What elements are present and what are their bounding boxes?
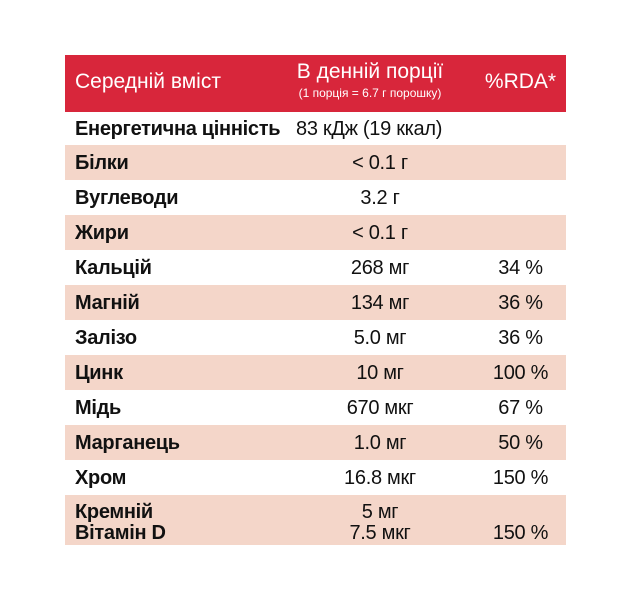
table-row: Магній 134 мг 36 % [65, 285, 566, 320]
header-note: (1 порція = 6.7 г порошку) [298, 86, 442, 100]
nutrient-rda: 100 % [492, 362, 549, 384]
nutrient-rda: 36 % [498, 292, 543, 314]
row-line: Жири < 0.1 г [65, 220, 566, 245]
nutrient-name: Магній [75, 292, 140, 314]
rows: Білки < 0.1 г Вуглеводи 3.2 г Жири < 0.1 г Кал… [65, 145, 566, 545]
nutrient-amount: 1.0 мг [353, 432, 407, 454]
nutrition-table: Середній вміст В денній порції (1 порція… [65, 55, 566, 545]
row-line: Вуглеводи 3.2 г [65, 185, 566, 210]
nutrient-amount: 670 мкг [346, 397, 414, 419]
nutrient-rda: 150 % [492, 522, 549, 544]
table-row: Залізо 5.0 мг 36 % [65, 320, 566, 355]
nutrient-name: Кремній [75, 501, 153, 523]
nutrient-name: Вуглеводи [75, 187, 179, 209]
row-line: Вітамін D 7.5 мкг 150 % [65, 520, 566, 544]
nutrient-rda: 150 % [492, 467, 549, 489]
nutrient-amount: 5.0 мг [353, 327, 407, 349]
nutrient-rda: 67 % [498, 397, 543, 419]
row-line: Білки < 0.1 г [65, 150, 566, 175]
nutrient-amount: 16.8 мкг [344, 467, 416, 489]
nutrient-amount: < 0.1 г [352, 222, 408, 244]
row-line: Мідь 670 мкг 67 % [65, 395, 566, 420]
nutrient-name: Жири [75, 222, 129, 244]
header-name: Середній вміст [75, 70, 221, 93]
nutrient-name: Марганець [75, 432, 180, 454]
row-line: Хром 16.8 мкг 150 % [65, 465, 566, 490]
table-row: Жири < 0.1 г [65, 215, 566, 250]
table-row: Кремній 5 мг Вітамін D 7.5 мкг 150 % [65, 495, 566, 545]
nutrient-name: Білки [75, 152, 129, 174]
nutrient-amount: 7.5 мкг [349, 522, 411, 544]
table-row: Цинк 10 мг 100 % [65, 355, 566, 390]
table-row: Хром 16.8 мкг 150 % [65, 460, 566, 495]
nutrient-amount: 5 мг [361, 501, 399, 523]
row-line: Кремній 5 мг [65, 499, 566, 523]
nutrient-name: Цинк [75, 362, 123, 384]
row-line: Цинк 10 мг 100 % [65, 360, 566, 385]
nutrient-amount: < 0.1 г [352, 152, 408, 174]
header-rda: %RDA* [484, 70, 557, 93]
nutrient-name: Мідь [75, 397, 122, 419]
nutrient-amount: 268 мг [350, 257, 410, 279]
energy-row: Енергетична цінність 83 кДж (19 ккал) [65, 112, 566, 145]
table-header: Середній вміст В денній порції (1 порція… [65, 55, 566, 112]
energy-name: Енергетична цінність [75, 118, 281, 140]
nutrient-name: Хром [75, 467, 127, 489]
nutrient-rda: 34 % [498, 257, 543, 279]
nutrient-rda: 36 % [498, 327, 543, 349]
energy-amount: 83 кДж (19 ккал) [296, 118, 443, 140]
nutrient-name: Залізо [75, 327, 137, 349]
header-amount: В денній порції [296, 60, 444, 83]
nutrient-name: Вітамін D [75, 522, 166, 544]
row-line: Залізо 5.0 мг 36 % [65, 325, 566, 350]
nutrient-name: Кальцій [75, 257, 152, 279]
table-row: Кальцій 268 мг 34 % [65, 250, 566, 285]
nutrient-amount: 3.2 г [360, 187, 400, 209]
row-line: Марганець 1.0 мг 50 % [65, 430, 566, 455]
table-row: Вуглеводи 3.2 г [65, 180, 566, 215]
row-line: Кальцій 268 мг 34 % [65, 255, 566, 280]
nutrient-amount: 134 мг [350, 292, 410, 314]
nutrient-amount: 10 мг [356, 362, 404, 384]
row-line: Магній 134 мг 36 % [65, 290, 566, 315]
table-row: Марганець 1.0 мг 50 % [65, 425, 566, 460]
table-row: Мідь 670 мкг 67 % [65, 390, 566, 425]
table-row: Білки < 0.1 г [65, 145, 566, 180]
nutrient-rda: 50 % [498, 432, 543, 454]
